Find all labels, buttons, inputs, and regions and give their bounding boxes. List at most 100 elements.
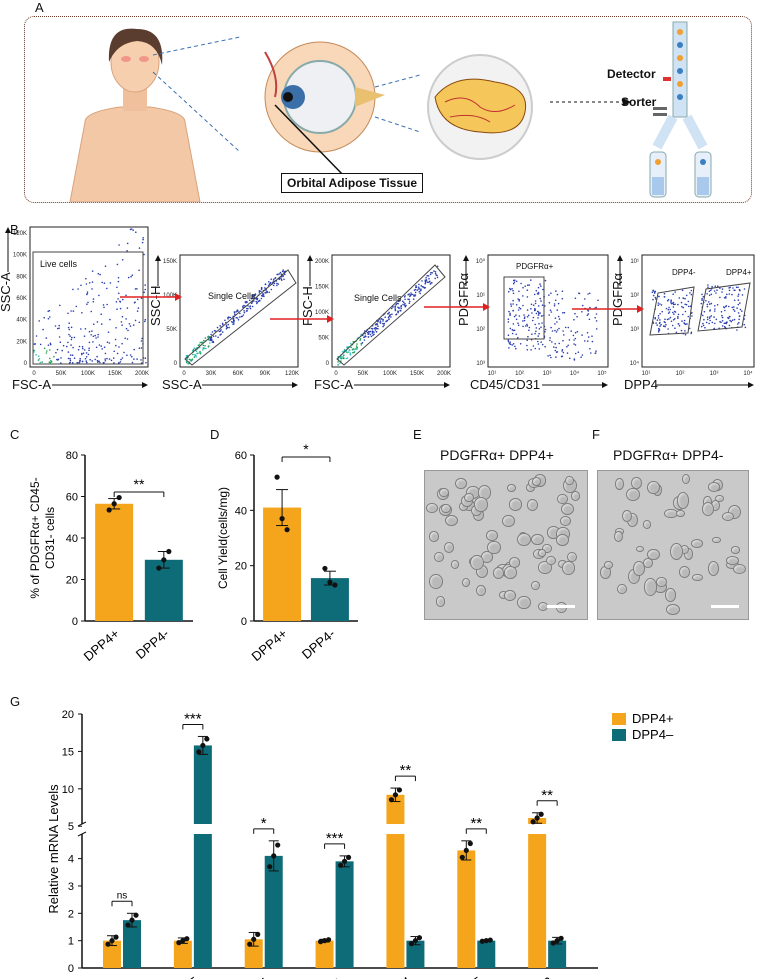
event-dot	[263, 295, 265, 298]
event-dot	[72, 288, 74, 291]
event-dot	[100, 313, 102, 315]
event-dot	[346, 357, 349, 359]
event-dot	[416, 289, 419, 291]
event-dot	[360, 333, 362, 336]
event-dot	[714, 305, 716, 307]
event-dot	[235, 311, 237, 313]
event-dot	[85, 352, 88, 354]
x-axis-label: FSC-A	[314, 377, 353, 392]
event-dot	[743, 323, 745, 326]
event-dot	[736, 323, 739, 325]
event-dot	[67, 357, 70, 360]
y-tick-label: 20	[66, 575, 78, 587]
event-dot	[518, 300, 520, 302]
event-dot	[535, 327, 538, 329]
event-dot	[363, 336, 365, 339]
cell	[643, 520, 652, 529]
event-dot	[99, 361, 101, 364]
cell	[531, 580, 540, 590]
event-dot	[515, 314, 517, 316]
cell	[425, 502, 438, 514]
event-dot	[663, 325, 665, 327]
event-dot	[56, 348, 59, 351]
event-dot	[404, 305, 407, 308]
event-dot	[33, 351, 35, 353]
event-dot	[98, 344, 101, 346]
event-dot	[508, 310, 510, 313]
panel-e-title: PDGFRα+ DPP4+	[440, 447, 554, 463]
event-dot	[710, 293, 713, 296]
event-dot	[76, 361, 78, 364]
event-dot	[560, 355, 563, 358]
x-tick-label: WNT2	[516, 974, 555, 979]
event-dot	[672, 303, 675, 306]
event-dot	[39, 361, 42, 364]
event-dot	[280, 279, 283, 281]
data-point	[111, 501, 117, 507]
x-tick-label: 10¹	[488, 371, 497, 377]
event-dot	[541, 322, 543, 324]
event-dot	[713, 316, 715, 318]
x-tick-label: 90K	[260, 371, 271, 377]
event-dot	[47, 344, 50, 346]
event-dot	[116, 263, 119, 266]
event-dot	[402, 303, 404, 306]
x-axis-arrowhead	[292, 382, 298, 388]
gate-region	[184, 269, 297, 366]
bar-DPP4+	[263, 507, 302, 621]
cell	[565, 475, 574, 486]
event-dot	[701, 293, 703, 296]
event-dot	[417, 288, 420, 290]
cell	[707, 561, 720, 577]
cell	[503, 566, 518, 580]
y-tick-label: 3	[68, 881, 74, 893]
y-axis-label: Relative mRNA Levels	[46, 784, 61, 914]
event-dot	[339, 362, 341, 365]
event-dot	[48, 309, 51, 312]
y-tick-label: 10⁰	[476, 258, 486, 265]
event-dot	[140, 347, 143, 349]
event-dot	[536, 293, 539, 295]
event-dot	[507, 339, 510, 342]
event-dot	[557, 302, 560, 305]
event-dot	[49, 357, 51, 360]
event-dot	[569, 357, 571, 360]
event-dot	[117, 276, 120, 279]
event-dot	[222, 323, 224, 326]
cell	[527, 499, 539, 511]
event-dot	[661, 310, 663, 313]
event-dot	[574, 297, 577, 300]
y-tick-label: 100K	[13, 253, 27, 259]
event-dot	[96, 355, 98, 358]
event-dot	[709, 319, 711, 322]
data-point	[116, 494, 122, 501]
x-tick-label: 100K	[383, 371, 397, 377]
event-dot	[713, 310, 716, 312]
event-dot	[59, 304, 61, 307]
bar-DPP4+-PDGFRa	[103, 940, 121, 968]
gating-arrowhead	[483, 303, 490, 311]
event-dot	[691, 315, 693, 317]
event-dot	[125, 294, 127, 297]
event-dot	[413, 289, 416, 291]
event-dot	[433, 270, 435, 272]
event-dot	[739, 302, 741, 304]
event-dot	[534, 323, 536, 326]
event-dot	[72, 346, 74, 349]
bar-DPP4–-WNT2	[548, 940, 567, 968]
event-dot	[672, 293, 674, 295]
event-dot	[591, 340, 594, 343]
event-dot	[104, 265, 107, 267]
event-dot	[388, 315, 391, 317]
panel-f-letter: F	[592, 427, 600, 442]
event-dot	[35, 335, 38, 337]
event-dot	[408, 298, 411, 301]
event-dot	[50, 359, 52, 362]
event-dot	[138, 347, 141, 349]
event-dot	[568, 339, 571, 341]
event-dot	[191, 358, 194, 360]
event-dot	[340, 357, 343, 360]
cell	[461, 578, 470, 588]
event-dot	[270, 288, 273, 291]
event-dot	[706, 318, 709, 321]
